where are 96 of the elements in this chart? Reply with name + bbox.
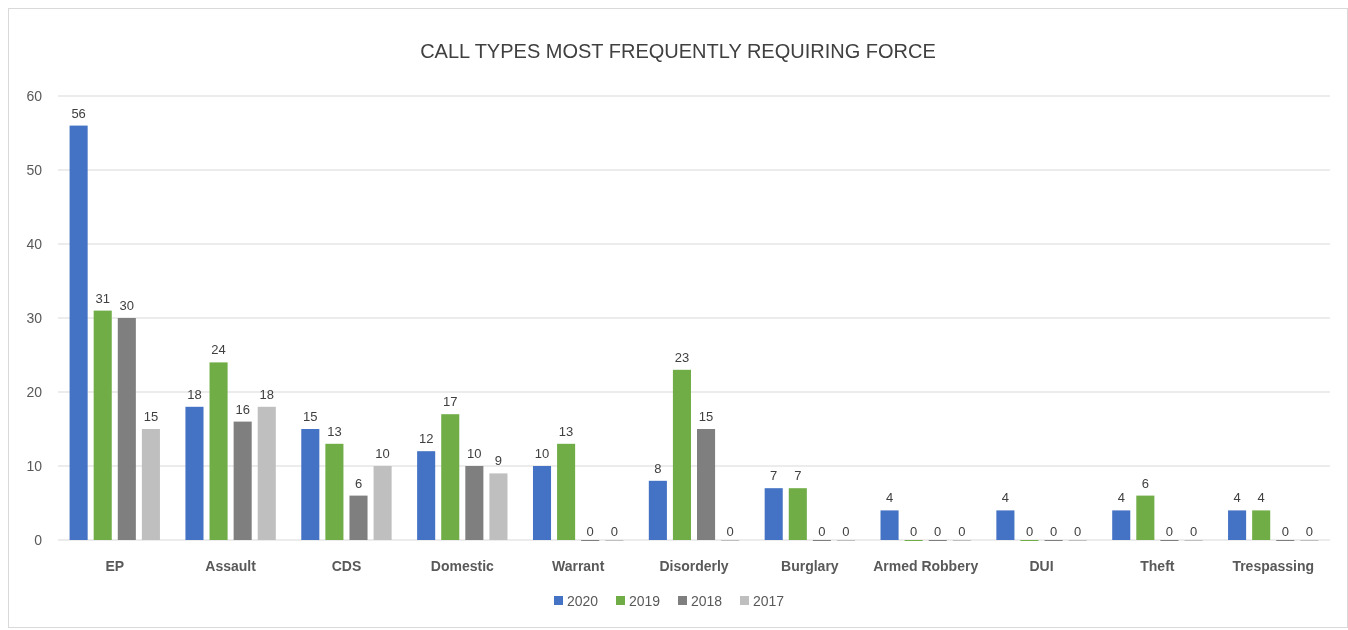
data-label: 24 [211,342,226,358]
y-tick-label: 0 [34,532,43,548]
x-tick-label: DUI [1029,558,1054,574]
bar [996,510,1015,540]
x-tick-label: Disorderly [659,558,729,574]
data-label: 0 [842,524,850,539]
x-tick-label: EP [105,558,125,574]
data-label: 4 [885,490,894,506]
y-tick-label: 30 [26,310,43,326]
x-tick-label: Assault [205,558,257,574]
bar [648,480,667,540]
data-label: 23 [674,349,690,365]
legend-label: 2020 [567,593,599,609]
data-label: 0 [1281,524,1289,539]
bar [325,443,344,540]
bar [672,369,691,540]
data-label: 0 [958,524,966,539]
bar [1252,510,1271,540]
data-label: 10 [534,446,550,461]
bar [233,421,252,540]
data-label: 7 [770,468,778,484]
data-label: 7 [794,468,802,484]
bar [489,473,508,540]
bar [557,443,576,540]
data-label: 0 [910,524,918,539]
data-label: 6 [354,475,363,491]
bar [441,414,460,540]
data-label: 17 [443,394,458,410]
y-tick-label: 10 [26,458,43,474]
data-label: 15 [143,409,159,424]
data-label: 10 [467,446,482,461]
chart-title: CALL TYPES MOST FREQUENTLY REQUIRING FORCE [420,40,936,62]
data-label: 13 [558,423,574,439]
bar [1228,510,1247,540]
data-label: 0 [726,524,734,539]
legend-label: 2018 [691,593,723,609]
x-tick-label: Armed Robbery [873,558,979,574]
data-label: 13 [327,423,342,439]
data-label: 0 [1049,524,1058,539]
x-tick-label: CDS [331,558,362,574]
bar [69,125,88,540]
data-label: 4 [1117,490,1125,506]
data-label: 12 [418,431,434,447]
bar [301,429,320,540]
data-label: 0 [818,524,826,539]
data-label: 15 [698,409,714,424]
data-label: 6 [1141,475,1149,491]
x-tick-label: Warrant [551,558,605,574]
bar [209,362,228,540]
data-label: 18 [187,386,202,402]
bar [93,310,112,540]
bar [141,429,160,540]
data-label: 0 [1025,524,1034,539]
data-label: 0 [934,524,942,539]
x-tick-label: Trespassing [1232,558,1315,574]
data-label: 0 [610,524,618,539]
legend-label: 2017 [753,593,785,609]
data-label: 4 [1001,490,1010,506]
data-label: 18 [259,386,274,402]
bar [185,406,204,540]
bar [465,466,484,540]
bar [257,406,276,540]
x-tick-label: Burglary [781,558,839,574]
bar [788,488,807,540]
bar [1136,495,1155,540]
data-label: 0 [1165,524,1174,539]
data-label: 31 [95,290,110,306]
data-label: 0 [1074,524,1082,539]
y-tick-label: 60 [26,88,43,104]
data-label: 4 [1257,490,1265,506]
bar [1112,510,1131,540]
data-label: 15 [303,409,318,424]
bar [532,466,552,540]
data-label: 10 [375,446,390,461]
data-label: 4 [1233,490,1241,506]
bar [117,318,136,540]
data-label: 0 [1189,524,1198,539]
data-label: 16 [235,401,250,417]
data-label: 56 [71,105,86,121]
bar [373,466,392,540]
bar [697,429,716,540]
x-tick-label: Domestic [430,558,495,574]
y-tick-label: 20 [26,384,43,400]
y-tick-label: 40 [26,236,43,252]
x-tick-label: Theft [1140,558,1175,574]
bar [764,488,783,540]
data-label: 0 [1305,524,1313,539]
legend-label: 2019 [629,593,661,609]
data-label: 9 [494,453,503,469]
bar [417,451,436,540]
data-label: 30 [119,298,135,313]
data-label: 8 [654,460,662,476]
y-tick-label: 50 [26,162,43,178]
data-label: 0 [586,524,594,539]
bar [880,510,899,540]
bar [349,495,368,540]
